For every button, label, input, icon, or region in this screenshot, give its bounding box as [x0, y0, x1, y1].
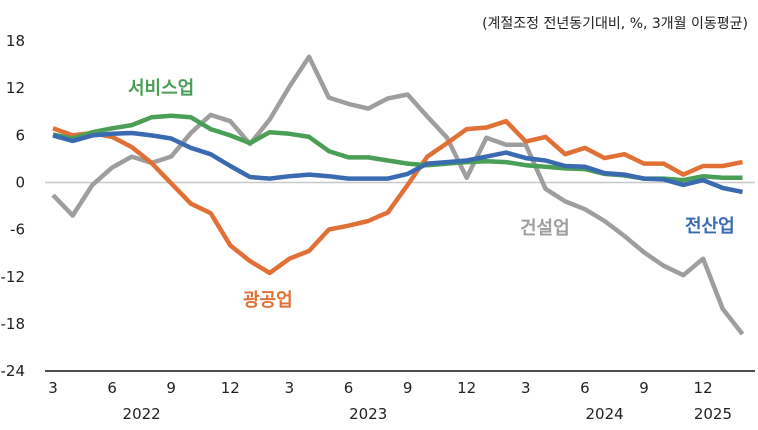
- series-label-services: 서비스업: [128, 78, 194, 99]
- x-tick-label: 3: [521, 379, 531, 397]
- x-tick-label: 3: [285, 379, 295, 397]
- x-tick-label: 9: [639, 379, 649, 397]
- x-tick-label: 6: [580, 379, 590, 397]
- year-label: 2022: [123, 405, 161, 423]
- series-line-3: [51, 54, 745, 336]
- year-label: 2024: [586, 405, 624, 423]
- unit-note: (계절조정 전년동기대비, %, 3개월 이동평균): [482, 16, 748, 32]
- x-tick-label: 6: [107, 379, 117, 397]
- year-label: 2023: [349, 405, 387, 423]
- x-tick-label: 3: [48, 379, 58, 397]
- series-label-construction: 건설업: [520, 218, 570, 239]
- y-tick-label: 0: [15, 174, 25, 192]
- y-tick-label: -12: [1, 268, 26, 286]
- series-line-0: [52, 130, 743, 195]
- y-tick-label: 12: [6, 79, 25, 97]
- x-tick-label: 9: [166, 379, 176, 397]
- series-line-1: [52, 118, 743, 276]
- x-tick-label: 12: [221, 379, 240, 397]
- x-tick-label: 12: [694, 379, 713, 397]
- y-tick-label: -24: [1, 362, 26, 380]
- x-tick-label: 6: [344, 379, 354, 397]
- y-tick-label: 6: [15, 126, 25, 144]
- y-tick-label: -18: [1, 315, 26, 333]
- y-tick-label: 18: [6, 32, 25, 50]
- year-label: 2025: [694, 405, 732, 423]
- x-tick-label: 9: [403, 379, 413, 397]
- series-label-all-industry: 전산업: [685, 216, 735, 237]
- y-tick-label: -6: [10, 221, 25, 239]
- series-label-mining-manufacturing: 광공업: [243, 290, 293, 311]
- x-tick-label: 12: [457, 379, 476, 397]
